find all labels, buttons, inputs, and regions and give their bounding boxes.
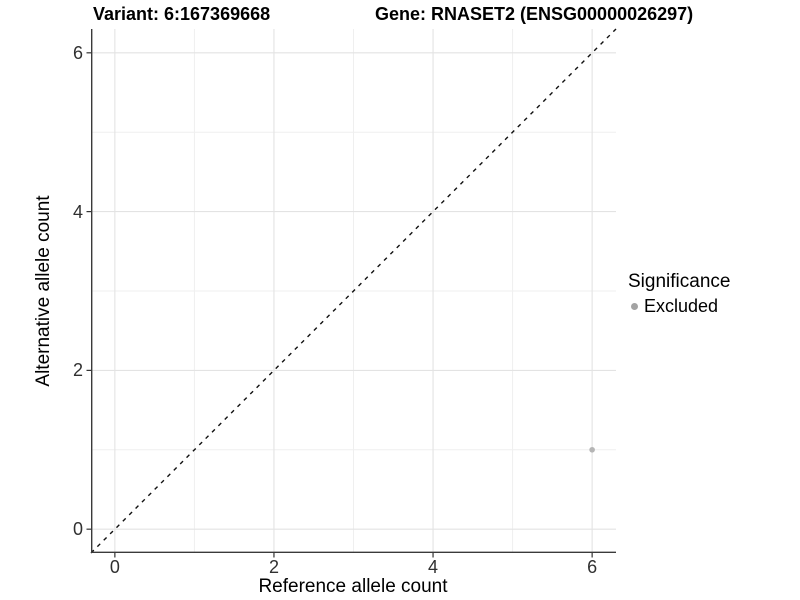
y-tick-label: 0 <box>72 519 83 540</box>
x-tick-label: 6 <box>587 557 598 577</box>
y-axis-title: Alternative allele count <box>33 195 54 387</box>
y-tick-label: 2 <box>72 360 83 381</box>
plot-canvas <box>86 28 617 558</box>
identity-line <box>90 28 617 554</box>
plot-title-gene: Gene: RNASET2 (ENSG00000026297) <box>375 4 694 24</box>
legend-item-label: Excluded <box>644 296 719 316</box>
plot-panel <box>86 28 617 558</box>
data-point <box>589 446 595 453</box>
x-tick-label: 4 <box>428 557 439 577</box>
legend-title: Significance <box>628 271 731 292</box>
legend-item-excluded: Excluded <box>628 296 730 317</box>
legend-point-icon <box>631 303 638 310</box>
x-axis-title: Reference allele count <box>258 576 448 597</box>
x-tick-label: 2 <box>268 557 279 577</box>
plot-title-variant: Variant: 6:167369668 <box>93 4 271 24</box>
legend: Significance Excluded <box>628 271 730 317</box>
y-tick-label: 4 <box>72 201 83 222</box>
y-tick-label: 6 <box>72 42 83 63</box>
x-tick-label: 0 <box>109 557 120 577</box>
